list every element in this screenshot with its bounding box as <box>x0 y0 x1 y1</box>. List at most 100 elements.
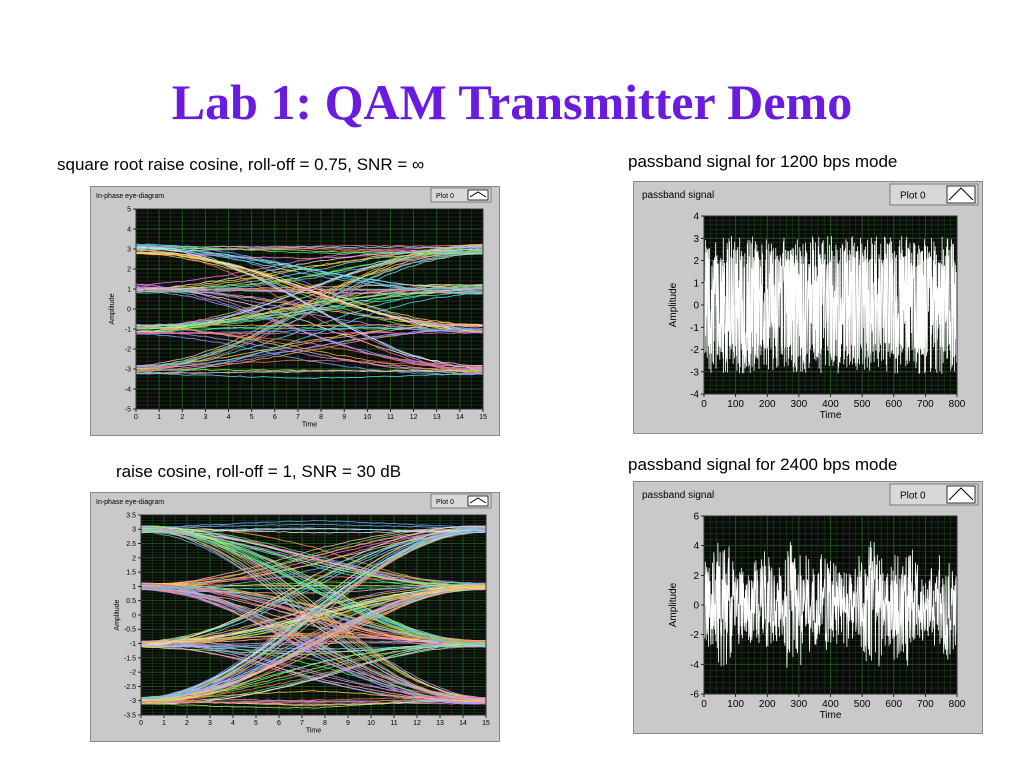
y-tick-label: 6 <box>693 512 699 523</box>
eye-trace <box>136 246 483 369</box>
x-tick-label: 12 <box>413 720 421 727</box>
y-tick-label: -5 <box>125 406 131 413</box>
y-tick-label: -4 <box>690 390 699 401</box>
x-tick-label: 0 <box>701 399 707 410</box>
x-tick-label: 11 <box>390 720 397 727</box>
y-tick-label: -2 <box>130 670 136 677</box>
y-tick-label: 4 <box>693 212 699 223</box>
legend-plot0: Plot 0 <box>430 493 492 509</box>
legend-label: Plot 0 <box>900 491 926 502</box>
x-tick-label: 11 <box>387 414 394 421</box>
y-tick-label: 4 <box>693 541 699 552</box>
eye-trace <box>141 531 486 644</box>
x-tick-label: 6 <box>277 720 281 727</box>
eye-trace <box>141 586 486 643</box>
x-tick-label: 600 <box>885 699 902 710</box>
chart-title: passband signal <box>642 490 714 501</box>
y-tick-label: 1.5 <box>126 570 136 577</box>
eye-trace <box>136 246 483 292</box>
eye-trace <box>141 526 486 699</box>
legend-plot0: Plot 0 <box>430 187 492 203</box>
eye-trace <box>136 291 483 330</box>
eye-trace <box>141 528 486 701</box>
x-tick-label: 800 <box>949 399 966 410</box>
x-tick-label: 100 <box>727 699 744 710</box>
passband-trace <box>704 541 957 668</box>
eye-trace <box>141 526 486 589</box>
x-tick-label: 5 <box>250 414 254 421</box>
x-tick-label: 300 <box>791 699 808 710</box>
eye-trace <box>136 284 483 333</box>
eye-trace <box>141 588 486 704</box>
eye-trace <box>141 525 486 590</box>
eye-trace <box>141 644 486 650</box>
x-tick-label: 1 <box>162 720 166 727</box>
eye-trace <box>141 583 486 643</box>
y-tick-label: 0.5 <box>126 598 136 605</box>
y-tick-label: -4 <box>690 660 699 671</box>
x-tick-label: 400 <box>822 399 839 410</box>
y-tick-label: -3.5 <box>124 712 136 719</box>
eye-trace <box>141 587 486 700</box>
x-tick-label: 300 <box>791 399 808 410</box>
y-tick-label: 5 <box>127 206 131 213</box>
x-tick-label: 9 <box>346 720 350 727</box>
eye-trace <box>141 529 486 642</box>
eye-trace <box>136 324 483 369</box>
y-axis-label: Amplitude <box>668 282 679 327</box>
signal-traces <box>136 243 483 379</box>
caption-passband-2400: passband signal for 2400 bps mode <box>628 455 898 474</box>
eye-trace <box>141 643 486 704</box>
y-tick-label: 0 <box>132 612 136 619</box>
x-tick-label: 4 <box>231 720 235 727</box>
x-axis-label: Time <box>302 422 317 429</box>
x-tick-label: 200 <box>759 399 776 410</box>
caption-eye-diagram-2: raise cosine, roll-off = 1, SNR = 30 dB <box>116 462 402 481</box>
x-tick-label: 3 <box>203 414 207 421</box>
eye-trace <box>141 640 486 700</box>
x-tick-label: 600 <box>885 399 902 410</box>
eye-trace <box>136 288 483 327</box>
x-axis-label: Time <box>820 410 842 421</box>
y-axis: -6 -4 -2 0 2 4 6 Amplitude <box>668 512 704 701</box>
x-tick-label: 200 <box>759 699 776 710</box>
eye-trace <box>141 526 486 587</box>
y-axis: -3.5 -3 -2.5 -2 -1.5 -1 -0.5 0 0.5 1 1.5 2 2.5 3 3.5 Am… <box>114 512 141 719</box>
x-tick-label: 9 <box>342 414 346 421</box>
eye-trace <box>141 527 486 534</box>
x-tick-label: 500 <box>854 699 871 710</box>
eye-trace <box>136 288 483 326</box>
y-tick-label: -2.5 <box>124 684 136 691</box>
x-tick-label: 800 <box>949 699 966 710</box>
eye-trace <box>141 525 486 589</box>
x-tick-label: 500 <box>854 399 871 410</box>
eye-trace <box>136 288 483 293</box>
eye-diagram-panel-2: In-phase eye-diagram Plot 0 0 1 2 3 4 5 6 7 8 9 10 11… <box>90 492 500 742</box>
y-tick-label: 0 <box>693 601 699 612</box>
y-tick-label: 2 <box>132 555 136 562</box>
eye1-chart-svg: In-phase eye-diagram Plot 00 1 2 3 4 5 6 7 8 9 10 11… <box>96 187 492 429</box>
y-tick-label: -2 <box>125 346 131 353</box>
x-tick-label: 12 <box>410 414 418 421</box>
eye-trace <box>136 326 483 373</box>
x-tick-label: 5 <box>254 720 258 727</box>
y-tick-label: 2.5 <box>126 541 136 548</box>
y-axis-label: Amplitude <box>668 582 679 627</box>
eye-trace <box>136 359 483 369</box>
signal-traces <box>141 520 486 709</box>
eye2-chart-svg: In-phase eye-diagram Plot 00 1 2 3 4 5 6 7 8 9 10 11… <box>96 493 492 735</box>
chart-title: In-phase eye-diagram <box>96 193 164 200</box>
eye-diagram-panel-1: In-phase eye-diagram Plot 0 0 1 2 3 4 5 6 7 8 9 10 11… <box>90 186 500 436</box>
eye-trace <box>141 528 486 646</box>
x-tick-label: 0 <box>139 720 143 727</box>
eye-trace <box>136 285 483 329</box>
eye-trace <box>136 292 483 375</box>
y-tick-label: 2 <box>693 256 699 267</box>
eye-trace <box>136 243 483 371</box>
x-tick-label: 2 <box>180 414 184 421</box>
caption-passband-1200: passband signal for 1200 bps mode <box>628 152 898 171</box>
chart-title: passband signal <box>642 190 714 201</box>
eye-trace <box>136 286 483 326</box>
